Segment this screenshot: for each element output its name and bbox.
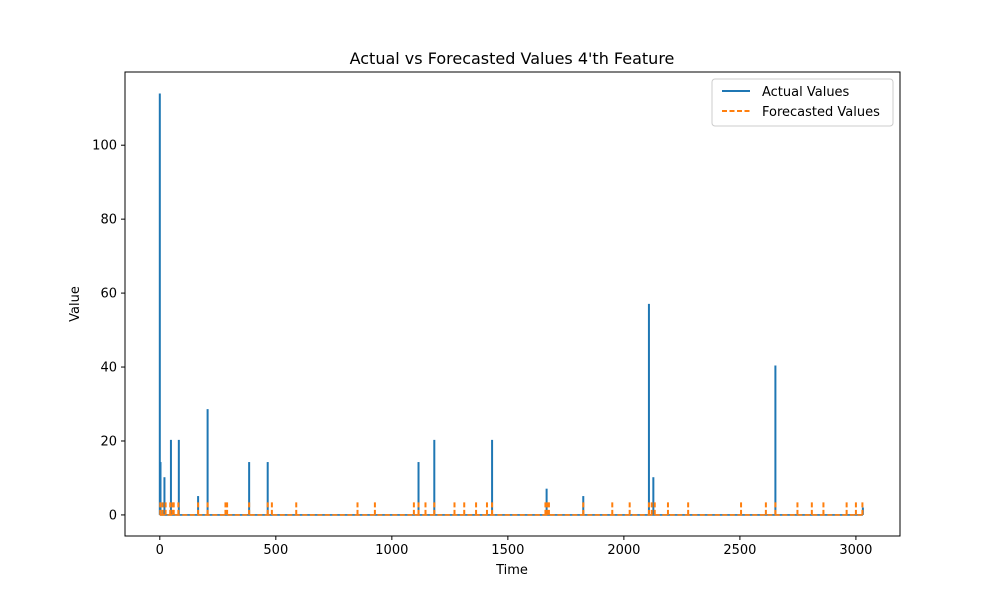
x-tick-label: 3000 [839,543,872,558]
series-layer [158,93,864,516]
y-tick-label: 0 [109,508,117,523]
legend: Actual Values Forecasted Values [711,78,894,127]
y-tick-label: 100 [92,139,117,154]
x-tick-label: 2500 [723,543,756,558]
x-tick-label: 1000 [375,543,408,558]
x-tick-label: 0 [156,543,164,558]
legend-label-forecast: Forecasted Values [762,105,880,120]
y-tick-label: 20 [100,434,117,449]
x-tick-label: 500 [263,543,288,558]
y-tick-label: 60 [100,287,117,302]
legend-label-actual: Actual Values [762,85,850,100]
plot-frame [124,71,901,537]
y-tick-label: 40 [100,361,117,376]
y-tick-label: 80 [100,213,117,228]
x-axis-title: Time [495,563,528,578]
x-tick-label: 2000 [607,543,640,558]
y-axis: 0 20 40 60 80 100 [92,139,125,523]
legend-box [711,78,894,127]
x-axis: 0 500 1000 1500 2000 2500 3000 [156,536,872,558]
chart-title: Actual vs Forecasted Values 4'th Feature [350,49,675,68]
x-tick-label: 1500 [491,543,524,558]
y-axis-title: Value [68,286,83,322]
